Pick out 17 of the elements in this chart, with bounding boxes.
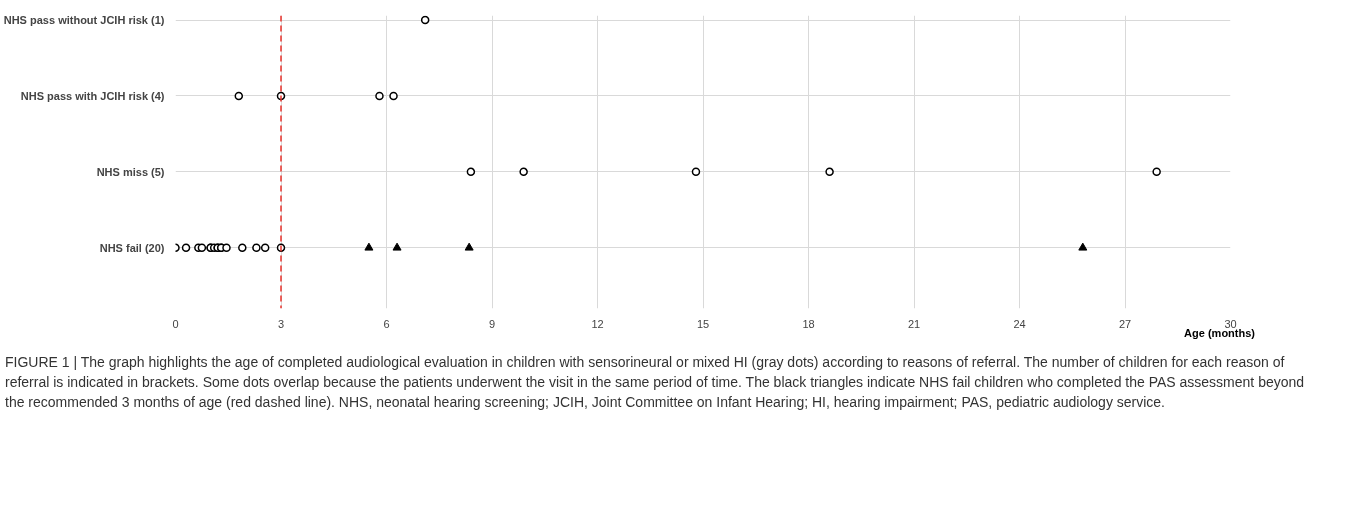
x-tick-label: 30 [1224,317,1237,330]
x-tick-label: 27 [1118,317,1132,330]
x-tick-label: 3 [277,317,285,330]
x-tick-label: 0 [172,317,179,330]
x-tick-label: 21 [907,317,921,330]
y-tick-label: NHS fail (20) [99,241,165,254]
x-axis-title: Age (months) [1184,327,1255,341]
x-tick-label: 9 [488,317,496,330]
y-tick-label: NHS pass with JCIH risk (4) [20,89,165,102]
y-tick-label: NHS miss (5) [96,165,165,178]
caption: FIGURE 1 | The graph highlights the age of completed audiological evaluation in children with sensorineural or mixed HI (gray dots) according to reasons of referral. The number of children for each reason of referral is indicated in brackets. Some dots overlap because the patients underwent the visit in the same period of time. The black triangles indicate NHS fail children who completed the PAS assessment beyond the recommended 3 months of age (red dashed line). NHS, neonatal hearing screening; JCIH, Joint Committee on Infant Hearing; HI, hearing impairment; PAS, pediatric audiology service. [5,352,1306,413]
x-tick-label: 6 [383,317,390,330]
y-tick-label: NHS pass without JCIH risk (1) [3,14,165,27]
x-tick-label: 12 [591,317,604,330]
x-tick-label: 24 [1013,317,1026,330]
x-tick-label: 15 [696,317,710,330]
x-tick-label: 18 [802,317,815,330]
